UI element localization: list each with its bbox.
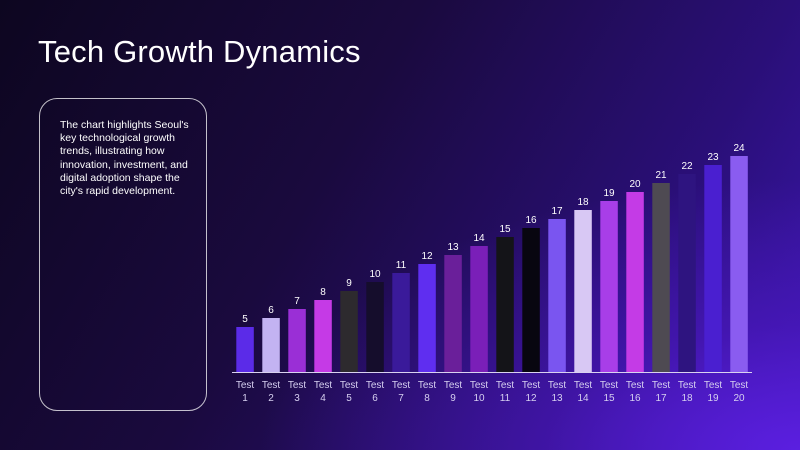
- bar-3: [288, 309, 306, 372]
- bar-15: [600, 201, 618, 372]
- bar-4: [314, 300, 332, 372]
- tick-label-4: Test 4: [314, 380, 333, 404]
- tick-label-14: Test 14: [574, 380, 593, 404]
- slide-title: Tech Growth Dynamics: [38, 34, 361, 69]
- data-label-4: 8: [320, 287, 326, 298]
- data-label-17: 21: [655, 170, 667, 181]
- data-label-15: 19: [603, 188, 615, 199]
- tick-label-15: Test 15: [600, 380, 619, 404]
- bar-18: [678, 174, 696, 372]
- data-label-11: 15: [499, 224, 511, 235]
- tick-label-19: Test 19: [704, 380, 723, 404]
- bar-12: [522, 228, 540, 372]
- data-label-1: 5: [242, 314, 248, 325]
- bar-6: [366, 282, 384, 372]
- data-label-8: 12: [421, 251, 433, 262]
- tick-label-13: Test 13: [548, 380, 567, 404]
- data-label-7: 11: [396, 260, 407, 271]
- bar-14: [574, 210, 592, 372]
- data-label-20: 24: [733, 143, 745, 154]
- data-label-3: 7: [294, 296, 300, 307]
- bar-20: [730, 156, 748, 372]
- tick-label-5: Test 5: [340, 380, 359, 404]
- data-label-6: 10: [369, 269, 381, 280]
- tick-label-16: Test 16: [626, 380, 645, 404]
- tick-label-20: Test 20: [730, 380, 749, 404]
- data-label-18: 22: [681, 161, 693, 172]
- data-label-9: 13: [447, 242, 459, 253]
- tick-label-6: Test 6: [366, 380, 385, 404]
- bar-5: [340, 291, 358, 372]
- bar-11: [496, 237, 514, 372]
- bar-13: [548, 219, 566, 372]
- tick-label-9: Test 9: [444, 380, 463, 404]
- data-label-2: 6: [268, 305, 274, 316]
- tick-label-10: Test 10: [470, 380, 489, 404]
- tick-label-8: Test 8: [418, 380, 437, 404]
- bar-1: [236, 327, 254, 372]
- data-label-14: 18: [577, 197, 589, 208]
- description-box: The chart highlights Seoul's key technol…: [39, 98, 207, 411]
- data-label-13: 17: [551, 206, 563, 217]
- tick-label-2: Test 2: [262, 380, 281, 404]
- data-label-5: 9: [346, 278, 352, 289]
- bar-19: [704, 165, 722, 372]
- tick-label-11: Test 11: [496, 380, 515, 404]
- tick-label-12: Test 12: [522, 380, 541, 404]
- tick-label-7: Test 7: [392, 380, 411, 404]
- bar-16: [626, 192, 644, 372]
- description-text: The chart highlights Seoul's key technol…: [60, 119, 189, 198]
- bar-8: [418, 264, 436, 372]
- data-label-10: 14: [473, 233, 485, 244]
- bar-2: [262, 318, 280, 372]
- data-label-19: 23: [707, 152, 719, 163]
- tick-label-18: Test 18: [678, 380, 697, 404]
- data-label-16: 20: [629, 179, 641, 190]
- bar-7: [392, 273, 410, 372]
- data-label-12: 16: [525, 215, 537, 226]
- bar-17: [652, 183, 670, 372]
- bar-9: [444, 255, 462, 372]
- bar-10: [470, 246, 488, 372]
- tick-label-1: Test 1: [236, 380, 255, 404]
- tick-label-17: Test 17: [652, 380, 671, 404]
- tick-label-3: Test 3: [288, 380, 307, 404]
